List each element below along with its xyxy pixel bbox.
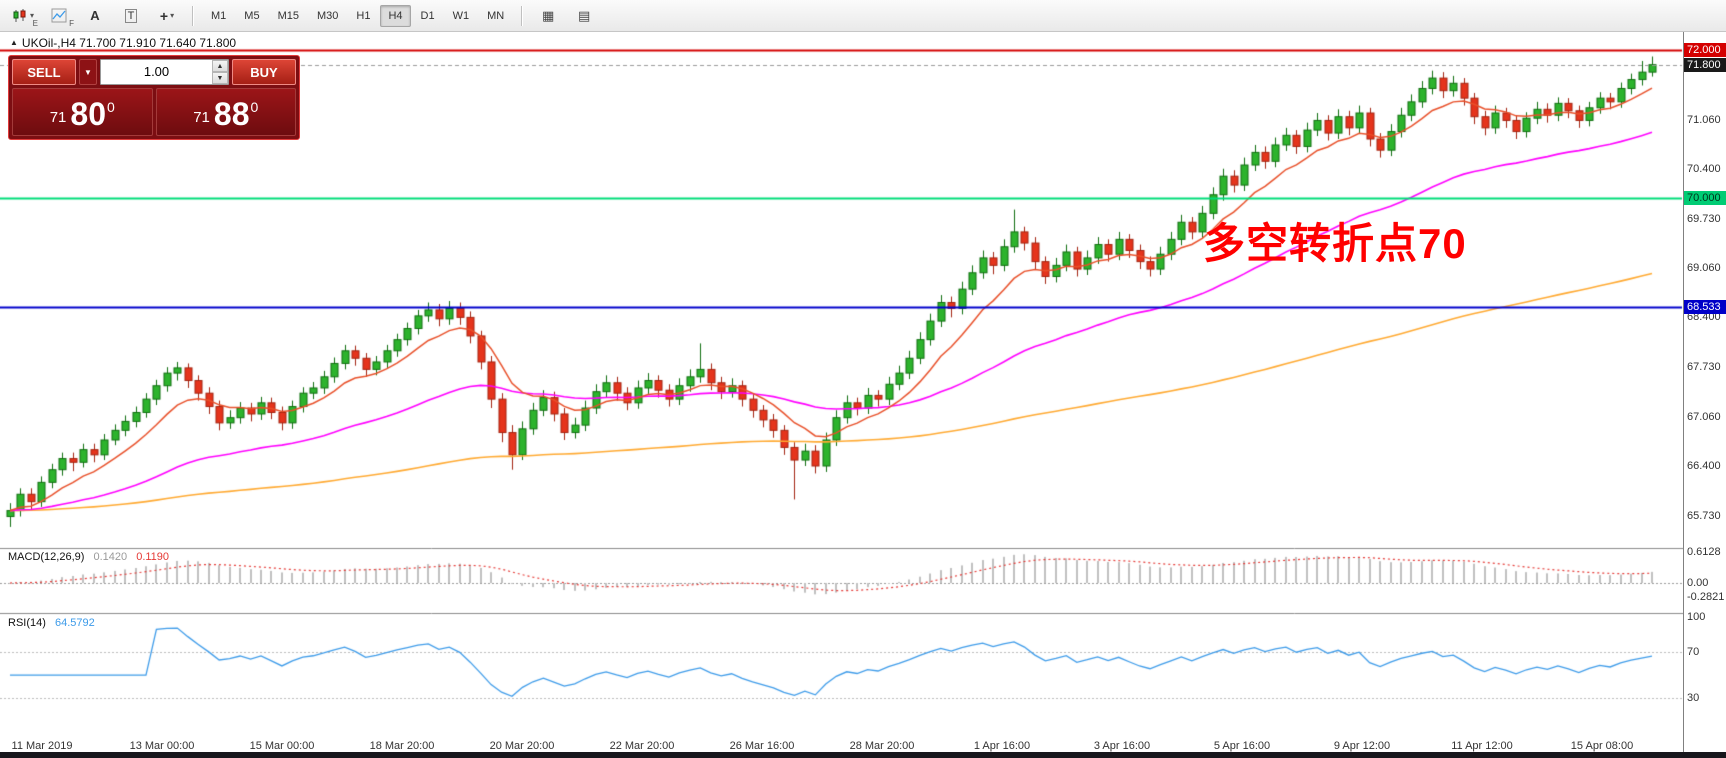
timeframe-button-W1[interactable]: W1 — [452, 9, 470, 22]
time-axis-label: 5 Apr 16:00 — [1213, 740, 1271, 752]
ask-price-pip: 0 — [250, 99, 259, 115]
macd-pane-title: MACD(12,26,9) 0.1420 0.1190 — [8, 551, 169, 563]
ask-price-main: 88 — [213, 96, 250, 132]
rsi-axis-label: 30 — [1687, 692, 1700, 705]
rsi-axis-label: 70 — [1687, 646, 1700, 659]
volume-stepper: 1.00 ▲ ▼ — [100, 59, 229, 85]
rsi-axis-label: 100 — [1687, 611, 1706, 624]
list-view-icon[interactable]: ▤ — [578, 7, 591, 23]
indicators-icon[interactable]: F — [42, 3, 76, 29]
bid-price-pip: 0 — [106, 99, 115, 115]
toolbar-separator — [192, 5, 194, 26]
time-axis-label: 22 Mar 20:00 — [609, 740, 675, 752]
price-axis-label: 65.730 — [1687, 509, 1721, 522]
chart-type-icon[interactable]: E ▾ — [6, 3, 40, 29]
chart-region: ▲ UKOil-,H4 71.700 71.910 71.640 71.800 S… — [0, 32, 1726, 758]
time-axis-label: 1 Apr 16:00 — [973, 740, 1031, 752]
price-axis-label: 66.400 — [1687, 459, 1721, 472]
macd-axis-label: 0.00 — [1687, 577, 1709, 589]
volume-down-button[interactable]: ▼ — [212, 72, 228, 84]
volume-up-button[interactable]: ▲ — [212, 60, 228, 72]
sell-button[interactable]: SELL — [12, 59, 76, 85]
rsi-pane-title: RSI(14) 64.5792 — [8, 617, 95, 629]
timeframe-button-M15[interactable]: M15 — [277, 9, 299, 22]
time-axis-label: 11 Apr 12:00 — [1451, 740, 1513, 752]
price-axis-label: 69.060 — [1687, 262, 1721, 275]
bid-price-prefix: 71 — [49, 109, 67, 126]
time-axis-label: 20 Mar 20:00 — [489, 740, 555, 752]
price-axis-label: 71.060 — [1687, 113, 1721, 126]
time-axis-label: 3 Apr 16:00 — [1093, 740, 1151, 752]
time-axis-label: 18 Mar 20:00 — [369, 740, 435, 752]
main-chart-canvas[interactable] — [0, 32, 1726, 758]
timeframe-button-H4[interactable]: H4 — [380, 4, 411, 27]
one-click-trade-panel: SELL ▼ 1.00 ▲ ▼ BUY 71 80 0 71 88 0 — [8, 55, 300, 140]
rsi-label: RSI(14) — [8, 617, 46, 629]
icon-sub-letter: F — [69, 18, 74, 28]
icon-sub-letter: E — [32, 18, 38, 28]
price-badge-71.800: 71.800 — [1684, 57, 1726, 72]
price-badge-72.000: 72.000 — [1684, 42, 1726, 57]
price-badge-68.533: 68.533 — [1684, 300, 1726, 315]
symbol-ohlc-text: UKOil-,H4 71.700 71.910 71.640 71.800 — [21, 36, 237, 50]
time-axis-label: 11 Mar 2019 — [11, 740, 73, 752]
time-axis-label: 15 Apr 08:00 — [1570, 740, 1634, 752]
rsi-value: 64.5792 — [54, 617, 95, 629]
price-badge-70.000: 70.000 — [1684, 191, 1726, 206]
price-axis-label: 67.060 — [1687, 410, 1721, 423]
text-annotation-icon[interactable]: A — [90, 8, 100, 23]
price-axis[interactable]: 71.060 70.400 69.730 69.060 68.400 67.730 67.0… — [1683, 32, 1726, 758]
chevron-down-icon: ▾ — [170, 11, 175, 20]
bid-price-main: 80 — [70, 96, 106, 132]
pane-collapse-icon[interactable]: ▲ — [10, 38, 18, 47]
chart-annotation-text[interactable]: 多空转折点70 — [1203, 220, 1467, 267]
macd-axis-label: -0.2821 — [1687, 591, 1725, 604]
time-axis-label: 28 Mar 20:00 — [849, 740, 915, 752]
toolbar-separator — [521, 5, 524, 26]
timeframe-button-M1[interactable]: M1 — [211, 9, 227, 22]
timeframe-button-H1[interactable]: H1 — [356, 9, 371, 22]
ask-price-prefix: 71 — [193, 109, 210, 126]
bid-price-button[interactable]: 71 80 0 — [12, 88, 153, 136]
taskbar-strip — [0, 752, 1726, 758]
buy-button[interactable]: BUY — [232, 59, 296, 85]
timeframe-button-M30[interactable]: M30 — [316, 9, 339, 22]
price-axis-label: 69.730 — [1687, 212, 1721, 225]
candlestick-chart-icon — [13, 8, 26, 22]
time-axis-label: 9 Apr 12:00 — [1333, 740, 1391, 752]
macd-signal-value: 0.1190 — [136, 551, 170, 563]
tile-windows-icon[interactable]: ▦ — [542, 7, 555, 23]
symbol-ohlc-header: ▲ UKOil-,H4 71.700 71.910 71.640 71.800 — [10, 36, 236, 50]
sell-dropdown-icon[interactable]: ▼ — [79, 59, 97, 85]
macd-main-value: 0.1420 — [93, 551, 128, 563]
toolbar: E ▾ F A T + ▾ M1 M5 M15 M30 H1 H4 D1 W1 MN ▦ ▤ — [0, 0, 1726, 32]
timeframe-button-D1[interactable]: D1 — [420, 9, 435, 22]
time-axis-label: 15 Mar 00:00 — [249, 740, 315, 752]
ask-price-button[interactable]: 71 88 0 — [155, 88, 296, 136]
crosshair-icon[interactable]: + ▾ — [159, 7, 175, 24]
timeframe-group: M1 M5 M15 M30 H1 H4 D1 W1 MN — [202, 4, 513, 27]
timeframe-button-M5[interactable]: M5 — [244, 9, 260, 22]
volume-input[interactable]: 1.00 — [143, 64, 170, 79]
macd-label: MACD(12,26,9) — [8, 551, 85, 563]
timeframe-button-MN[interactable]: MN — [487, 9, 505, 22]
price-axis-label: 70.400 — [1687, 162, 1721, 175]
macd-axis-label: 0.6128 — [1687, 546, 1721, 559]
time-axis-label: 26 Mar 16:00 — [729, 740, 795, 752]
time-axis-label: 13 Mar 00:00 — [129, 740, 195, 752]
chevron-down-icon: ▾ — [29, 11, 34, 20]
price-axis-label: 67.730 — [1687, 361, 1721, 374]
indicator-line-icon — [51, 8, 67, 22]
text-box-icon[interactable]: T — [114, 3, 148, 29]
